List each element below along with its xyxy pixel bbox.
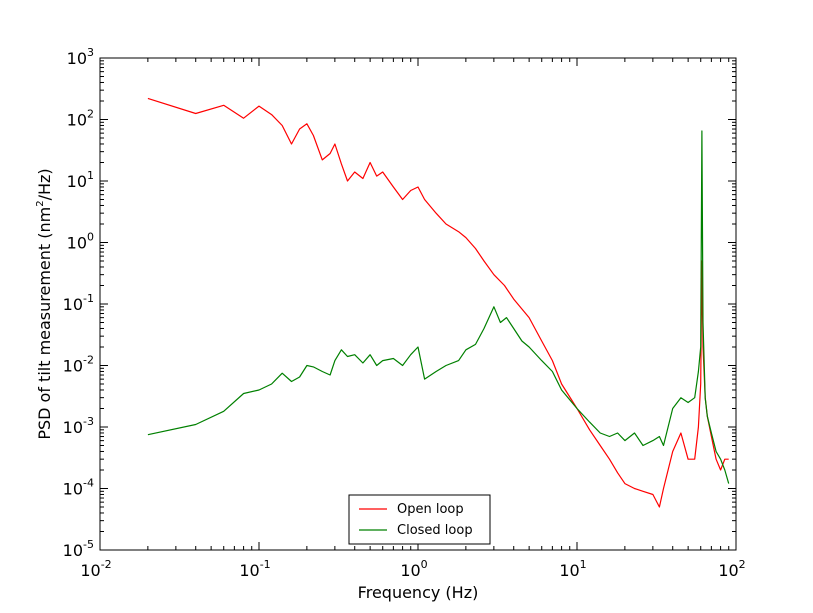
series-line-closed-loop xyxy=(147,130,730,484)
x-tick-label: 101 xyxy=(559,558,586,580)
y-tick-label: 10-2 xyxy=(63,354,94,376)
y-tick-label: 100 xyxy=(67,231,94,253)
y-tick-label: 10-3 xyxy=(63,415,94,437)
series-layer xyxy=(147,97,730,508)
x-axis-label: Frequency (Hz) xyxy=(358,583,479,602)
y-tick-label: 10-1 xyxy=(63,292,94,314)
y-tick-label: 103 xyxy=(67,46,94,68)
ticks-layer: 10-2 10-1 100 101 102 10-5 10-4 10-3 10-2 10-1 100… xyxy=(63,46,746,580)
y-tick-label: 101 xyxy=(67,169,94,191)
legend: Open loop Closed loop xyxy=(348,494,491,545)
y-axis-label: PSD of tilt measurement (nm2/Hz) xyxy=(35,168,54,439)
y-tick-label: 102 xyxy=(67,108,94,130)
y-tick-label: 10-5 xyxy=(63,538,94,560)
x-tick-label: 10-1 xyxy=(239,558,270,580)
plot-frame xyxy=(99,57,737,551)
series-line-open-loop xyxy=(147,97,729,508)
legend-label-closed-loop: Closed loop xyxy=(397,523,473,538)
legend-box xyxy=(348,494,491,545)
x-tick-label: 100 xyxy=(400,558,427,580)
y-axis-label-sup: 2 xyxy=(35,200,46,206)
legend-label-open-loop: Open loop xyxy=(397,502,464,517)
y-tick-label: 10-4 xyxy=(63,477,94,499)
x-tick-label: 102 xyxy=(718,558,745,580)
x-tick-label: 10-2 xyxy=(80,558,111,580)
